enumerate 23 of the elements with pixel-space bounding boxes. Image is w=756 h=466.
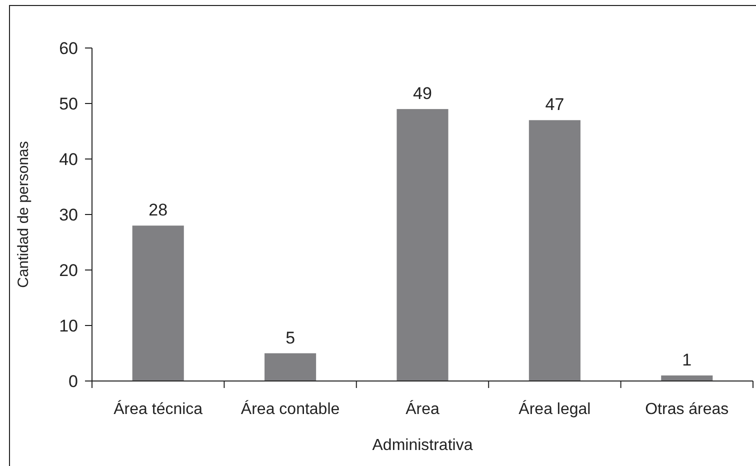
y-tick-label: 0: [68, 372, 78, 391]
data-label: 1: [682, 350, 692, 370]
x-tick-label: Área contable: [240, 400, 340, 418]
y-tick-label: 40: [59, 150, 78, 169]
x-tick-label: Área Administrativa: [372, 400, 473, 454]
y-tick-label: 20: [59, 260, 78, 280]
y-tick-label: 50: [59, 94, 78, 114]
data-label: 5: [286, 328, 296, 348]
y-tick-label: 10: [59, 316, 78, 336]
bar: [396, 109, 448, 381]
x-tick-label: Otras áreas: [645, 401, 729, 418]
bar: [528, 120, 580, 381]
y-tick-label: 60: [59, 38, 78, 58]
bar: [264, 353, 316, 381]
y-axis-title: Cantidad de personas: [15, 141, 32, 288]
x-tick-label: Área legal: [518, 400, 591, 418]
data-label: 28: [148, 200, 168, 220]
x-tick-label: Área técnica: [114, 400, 203, 418]
bar: [661, 375, 713, 381]
bar: [132, 226, 184, 381]
data-label: 47: [545, 95, 564, 114]
data-label: 49: [413, 84, 432, 104]
y-tick-label: 30: [59, 205, 78, 224]
